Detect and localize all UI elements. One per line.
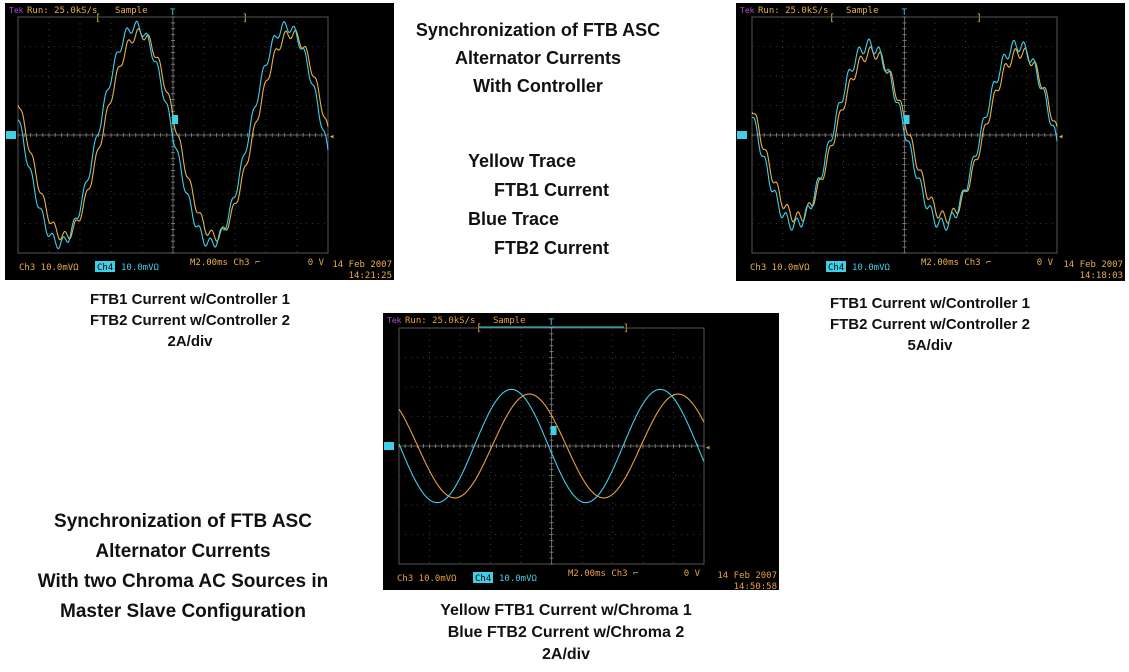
caption-3-line-2: Blue FTB2 Current w/Chroma 2	[447, 624, 685, 641]
trigger-level: 0 V	[684, 569, 701, 579]
caption-1-line-3: 2A/div	[167, 333, 213, 350]
date-stamp: 14 Feb 2007	[717, 571, 777, 581]
legend-yellow-label: Yellow Trace	[468, 151, 577, 171]
trace-blue-ch4	[752, 38, 1058, 231]
ch3-scale: Ch3 10.0mVΩ	[397, 574, 457, 584]
title-bottom-line-3: With two Chroma AC Sources in	[37, 571, 329, 592]
ch-ground-marker	[384, 442, 394, 450]
scope-1-display: Tek Run: 25.0kS/s Sample [] T ◂ Ch3 10.0mVΩ Ch4…	[6, 6, 392, 280]
title-top-line-2: Alternator Currents	[454, 48, 622, 68]
title-bottom-line-1: Synchronization of FTB ASC	[54, 511, 312, 532]
ch4-label: Ch4	[828, 263, 844, 273]
record-bracket-left: [	[829, 13, 835, 24]
acq-mode: Sample	[846, 6, 879, 16]
trigger-level-marker: ◂	[1058, 132, 1063, 142]
oscilloscope-3: Tek Run: 25.0kS/s Sample[] T ◂ Ch3 10.0mVΩ Ch4…	[383, 313, 779, 590]
trace-blue-ch4	[398, 388, 705, 504]
ch4-label: Ch4	[97, 263, 113, 273]
trigger-level-marker: ◂	[329, 132, 334, 142]
caption-1: FTB1 Current w/Controller 1 FTB2 Current…	[40, 289, 340, 352]
oscilloscope-1: Tek Run: 25.0kS/s Sample [] T ◂ Ch3 10.0mVΩ Ch4…	[5, 3, 394, 280]
caption-2-line-1: FTB1 Current w/Controller 1	[829, 295, 1031, 312]
caption-3-line-3: 2A/div	[541, 646, 590, 663]
ch4-marker	[172, 115, 178, 124]
caption-2-line-2: FTB2 Current w/Controller 2	[829, 316, 1031, 333]
trigger-level: 0 V	[1037, 258, 1054, 268]
record-bracket-left: [	[95, 13, 101, 24]
title-bottom-line-2: Alternator Currents	[95, 541, 271, 562]
run-status: Run: 25.0kS/s	[405, 316, 475, 326]
time-stamp: 14:50:58	[734, 582, 777, 590]
trigger-marker: T	[549, 318, 555, 328]
ch4-marker	[550, 426, 557, 435]
timebase: M2.00ms Ch3 ⌐	[190, 258, 260, 268]
legend-blue-label: Blue Trace	[468, 209, 560, 229]
ch-ground-marker	[6, 131, 16, 139]
trace-legend: Yellow Trace FTB1 Current Blue Trace FTB…	[468, 147, 668, 263]
caption-1-line-2: FTB2 Current w/Controller 2	[89, 312, 291, 329]
record-bracket-right: ]	[976, 13, 982, 24]
caption-1-line-1: FTB1 Current w/Controller 1	[89, 291, 291, 308]
tek-logo: Tek	[9, 6, 24, 15]
trigger-marker: T	[902, 8, 908, 18]
caption-2: FTB1 Current w/Controller 1 FTB2 Current…	[780, 293, 1080, 356]
trigger-level-marker: ◂	[705, 443, 710, 453]
timebase: M2.00ms Ch3 ⌐	[921, 258, 991, 268]
tek-logo: Tek	[740, 6, 755, 15]
date-stamp: 14 Feb 2007	[1063, 260, 1123, 270]
title-bottom: Synchronization of FTB ASC Alternator Cu…	[8, 507, 358, 627]
timebase: M2.00ms Ch3 ⌐	[568, 569, 638, 579]
title-top-line-3: With Controller	[473, 76, 603, 96]
ch3-scale: Ch3 10.0mVΩ	[19, 263, 79, 273]
legend-yellow-desc: FTB1 Current	[494, 180, 610, 200]
caption-3-line-1: Yellow FTB1 Current w/Chroma 1	[440, 602, 692, 619]
ch3-scale: Ch3 10.0mVΩ	[750, 263, 810, 273]
caption-2-line-3: 5A/div	[907, 337, 953, 354]
scope-2-display: Tek Run: 25.0kS/s Sample [] T ◂ Ch3 10.0mVΩ Ch4…	[737, 6, 1123, 281]
trigger-marker: T	[170, 8, 176, 18]
ch4-badge	[826, 261, 846, 272]
legend-blue-desc: FTB2 Current	[494, 238, 610, 258]
time-stamp: 14:21:25	[349, 271, 392, 280]
acq-mode: Sample	[493, 316, 526, 326]
acq-mode: Sample	[115, 6, 148, 16]
date-stamp: 14 Feb 2007	[332, 260, 392, 270]
ch-ground-marker	[737, 131, 747, 139]
run-status: Run: 25.0kS/s	[27, 6, 97, 16]
oscilloscope-2: Tek Run: 25.0kS/s Sample [] T ◂ Ch3 10.0mVΩ Ch4…	[736, 3, 1125, 281]
trace-yellow-ch3	[398, 393, 705, 499]
ch4-scale: 10.0mVΩ	[499, 574, 538, 584]
ch4-badge	[473, 572, 493, 583]
trigger-level: 0 V	[308, 258, 325, 268]
ch4-scale: 10.0mVΩ	[121, 263, 160, 273]
run-status: Run: 25.0kS/s	[758, 6, 828, 16]
scope-3-display: Tek Run: 25.0kS/s Sample[]T◂Ch3 10.0mVΩ Ch4…	[384, 316, 777, 590]
ch4-marker	[903, 115, 910, 124]
title-bottom-line-4: Master Slave Configuration	[60, 601, 306, 622]
trace-blue-ch4	[17, 20, 329, 250]
caption-3: Yellow FTB1 Current w/Chroma 1 Blue FTB2…	[405, 600, 727, 666]
record-bracket-right: ]	[242, 13, 248, 24]
ch4-scale: 10.0mVΩ	[852, 263, 891, 273]
tek-logo: Tek	[387, 316, 402, 325]
title-top: Synchronization of FTB ASC Alternator Cu…	[410, 16, 666, 100]
title-top-line-1: Synchronization of FTB ASC	[415, 20, 661, 40]
ch4-label: Ch4	[475, 574, 491, 584]
time-stamp: 14:18:03	[1080, 271, 1123, 281]
ch4-badge	[95, 261, 115, 272]
